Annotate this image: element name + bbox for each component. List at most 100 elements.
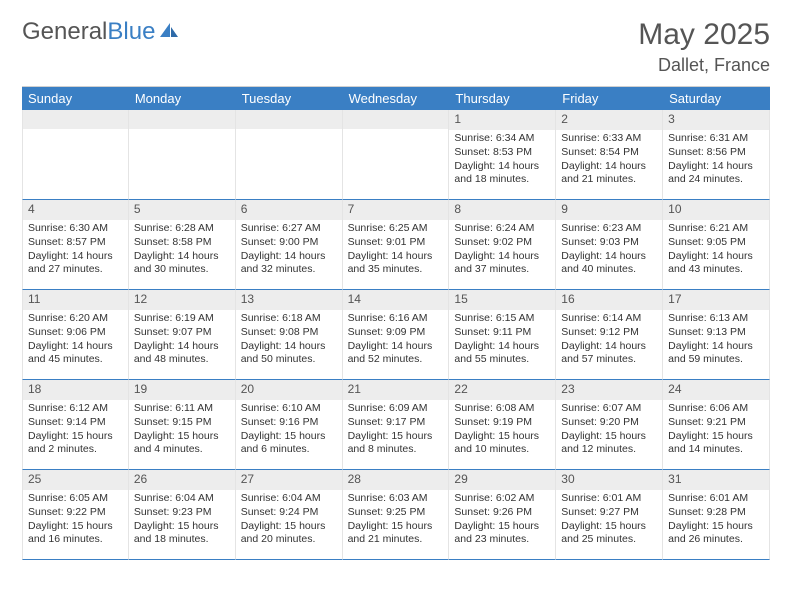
page-subtitle: Dallet, France bbox=[638, 55, 770, 76]
sunset-line: Sunset: 8:53 PM bbox=[454, 146, 550, 160]
day-details: Sunrise: 6:24 AMSunset: 9:02 PMDaylight:… bbox=[449, 220, 555, 281]
sunrise-line: Sunrise: 6:13 AM bbox=[668, 312, 764, 326]
daylight-line: Daylight: 15 hours and 18 minutes. bbox=[134, 520, 230, 548]
sunset-line: Sunset: 9:22 PM bbox=[28, 506, 123, 520]
day-details: Sunrise: 6:06 AMSunset: 9:21 PMDaylight:… bbox=[663, 400, 769, 461]
sunrise-line: Sunrise: 6:04 AM bbox=[134, 492, 230, 506]
daylight-line: Daylight: 14 hours and 57 minutes. bbox=[561, 340, 657, 368]
day-number: 28 bbox=[343, 470, 449, 490]
calendar-cell: 31Sunrise: 6:01 AMSunset: 9:28 PMDayligh… bbox=[663, 470, 770, 560]
day-number: 3 bbox=[663, 110, 769, 130]
sunset-line: Sunset: 9:23 PM bbox=[134, 506, 230, 520]
daylight-line: Daylight: 14 hours and 40 minutes. bbox=[561, 250, 657, 278]
day-details: Sunrise: 6:33 AMSunset: 8:54 PMDaylight:… bbox=[556, 130, 662, 191]
daylight-line: Daylight: 14 hours and 37 minutes. bbox=[454, 250, 550, 278]
day-number: 10 bbox=[663, 200, 769, 220]
calendar-cell: 2Sunrise: 6:33 AMSunset: 8:54 PMDaylight… bbox=[556, 110, 663, 200]
day-details: Sunrise: 6:03 AMSunset: 9:25 PMDaylight:… bbox=[343, 490, 449, 551]
daylight-line: Daylight: 14 hours and 18 minutes. bbox=[454, 160, 550, 188]
sunset-line: Sunset: 9:14 PM bbox=[28, 416, 123, 430]
day-details: Sunrise: 6:01 AMSunset: 9:27 PMDaylight:… bbox=[556, 490, 662, 551]
calendar-cell: 22Sunrise: 6:08 AMSunset: 9:19 PMDayligh… bbox=[449, 380, 556, 470]
logo-sail-icon bbox=[158, 18, 180, 46]
calendar-cell: 24Sunrise: 6:06 AMSunset: 9:21 PMDayligh… bbox=[663, 380, 770, 470]
sunrise-line: Sunrise: 6:21 AM bbox=[668, 222, 764, 236]
daylight-line: Daylight: 15 hours and 2 minutes. bbox=[28, 430, 123, 458]
sunrise-line: Sunrise: 6:03 AM bbox=[348, 492, 444, 506]
calendar-cell: 10Sunrise: 6:21 AMSunset: 9:05 PMDayligh… bbox=[663, 200, 770, 290]
sunset-line: Sunset: 9:07 PM bbox=[134, 326, 230, 340]
calendar-cell: 11Sunrise: 6:20 AMSunset: 9:06 PMDayligh… bbox=[22, 290, 129, 380]
daylight-line: Daylight: 14 hours and 52 minutes. bbox=[348, 340, 444, 368]
day-details: Sunrise: 6:07 AMSunset: 9:20 PMDaylight:… bbox=[556, 400, 662, 461]
day-number: 29 bbox=[449, 470, 555, 490]
day-details: Sunrise: 6:14 AMSunset: 9:12 PMDaylight:… bbox=[556, 310, 662, 371]
day-details: Sunrise: 6:30 AMSunset: 8:57 PMDaylight:… bbox=[23, 220, 128, 281]
sunset-line: Sunset: 9:08 PM bbox=[241, 326, 337, 340]
calendar-cell-empty bbox=[22, 110, 129, 200]
weekday-header: Monday bbox=[129, 87, 236, 110]
sunset-line: Sunset: 9:26 PM bbox=[454, 506, 550, 520]
sunrise-line: Sunrise: 6:08 AM bbox=[454, 402, 550, 416]
daylight-line: Daylight: 14 hours and 45 minutes. bbox=[28, 340, 123, 368]
daylight-line: Daylight: 14 hours and 32 minutes. bbox=[241, 250, 337, 278]
calendar-cell: 25Sunrise: 6:05 AMSunset: 9:22 PMDayligh… bbox=[22, 470, 129, 560]
calendar-grid: SundayMondayTuesdayWednesdayThursdayFrid… bbox=[22, 86, 770, 560]
sunset-line: Sunset: 8:58 PM bbox=[134, 236, 230, 250]
day-number: 31 bbox=[663, 470, 769, 490]
calendar-cell: 21Sunrise: 6:09 AMSunset: 9:17 PMDayligh… bbox=[343, 380, 450, 470]
logo-text-general: General bbox=[22, 18, 107, 46]
sunset-line: Sunset: 8:56 PM bbox=[668, 146, 764, 160]
day-details: Sunrise: 6:19 AMSunset: 9:07 PMDaylight:… bbox=[129, 310, 235, 371]
sunset-line: Sunset: 9:21 PM bbox=[668, 416, 764, 430]
calendar-cell: 1Sunrise: 6:34 AMSunset: 8:53 PMDaylight… bbox=[449, 110, 556, 200]
day-number: 27 bbox=[236, 470, 342, 490]
day-details: Sunrise: 6:21 AMSunset: 9:05 PMDaylight:… bbox=[663, 220, 769, 281]
day-number: 22 bbox=[449, 380, 555, 400]
sunset-line: Sunset: 8:54 PM bbox=[561, 146, 657, 160]
day-details: Sunrise: 6:02 AMSunset: 9:26 PMDaylight:… bbox=[449, 490, 555, 551]
sunrise-line: Sunrise: 6:18 AM bbox=[241, 312, 337, 326]
sunrise-line: Sunrise: 6:05 AM bbox=[28, 492, 123, 506]
day-number: 16 bbox=[556, 290, 662, 310]
daylight-line: Daylight: 15 hours and 26 minutes. bbox=[668, 520, 764, 548]
daylight-line: Daylight: 15 hours and 16 minutes. bbox=[28, 520, 123, 548]
calendar-cell: 8Sunrise: 6:24 AMSunset: 9:02 PMDaylight… bbox=[449, 200, 556, 290]
calendar-cell: 28Sunrise: 6:03 AMSunset: 9:25 PMDayligh… bbox=[343, 470, 450, 560]
page: GeneralBlue May 2025 Dallet, France Sund… bbox=[0, 0, 792, 578]
calendar-cell: 17Sunrise: 6:13 AMSunset: 9:13 PMDayligh… bbox=[663, 290, 770, 380]
sunset-line: Sunset: 9:05 PM bbox=[668, 236, 764, 250]
calendar-cell: 7Sunrise: 6:25 AMSunset: 9:01 PMDaylight… bbox=[343, 200, 450, 290]
day-number: 12 bbox=[129, 290, 235, 310]
day-details: Sunrise: 6:11 AMSunset: 9:15 PMDaylight:… bbox=[129, 400, 235, 461]
logo: GeneralBlue bbox=[22, 18, 180, 46]
calendar-cell: 12Sunrise: 6:19 AMSunset: 9:07 PMDayligh… bbox=[129, 290, 236, 380]
daylight-line: Daylight: 14 hours and 55 minutes. bbox=[454, 340, 550, 368]
day-number: 6 bbox=[236, 200, 342, 220]
day-number: 9 bbox=[556, 200, 662, 220]
day-details: Sunrise: 6:18 AMSunset: 9:08 PMDaylight:… bbox=[236, 310, 342, 371]
sunset-line: Sunset: 9:20 PM bbox=[561, 416, 657, 430]
weekday-header: Sunday bbox=[22, 87, 129, 110]
weekday-header: Wednesday bbox=[343, 87, 450, 110]
sunrise-line: Sunrise: 6:15 AM bbox=[454, 312, 550, 326]
calendar-cell: 18Sunrise: 6:12 AMSunset: 9:14 PMDayligh… bbox=[22, 380, 129, 470]
sunset-line: Sunset: 9:06 PM bbox=[28, 326, 123, 340]
day-details: Sunrise: 6:28 AMSunset: 8:58 PMDaylight:… bbox=[129, 220, 235, 281]
calendar-cell-empty bbox=[236, 110, 343, 200]
daylight-line: Daylight: 15 hours and 23 minutes. bbox=[454, 520, 550, 548]
sunset-line: Sunset: 9:17 PM bbox=[348, 416, 444, 430]
sunrise-line: Sunrise: 6:23 AM bbox=[561, 222, 657, 236]
daylight-line: Daylight: 15 hours and 14 minutes. bbox=[668, 430, 764, 458]
sunrise-line: Sunrise: 6:07 AM bbox=[561, 402, 657, 416]
sunrise-line: Sunrise: 6:11 AM bbox=[134, 402, 230, 416]
daylight-line: Daylight: 14 hours and 24 minutes. bbox=[668, 160, 764, 188]
daylight-line: Daylight: 15 hours and 8 minutes. bbox=[348, 430, 444, 458]
sunrise-line: Sunrise: 6:31 AM bbox=[668, 132, 764, 146]
day-details: Sunrise: 6:10 AMSunset: 9:16 PMDaylight:… bbox=[236, 400, 342, 461]
sunrise-line: Sunrise: 6:02 AM bbox=[454, 492, 550, 506]
page-title: May 2025 bbox=[638, 18, 770, 52]
daylight-line: Daylight: 14 hours and 35 minutes. bbox=[348, 250, 444, 278]
daylight-line: Daylight: 15 hours and 4 minutes. bbox=[134, 430, 230, 458]
daylight-line: Daylight: 14 hours and 27 minutes. bbox=[28, 250, 123, 278]
